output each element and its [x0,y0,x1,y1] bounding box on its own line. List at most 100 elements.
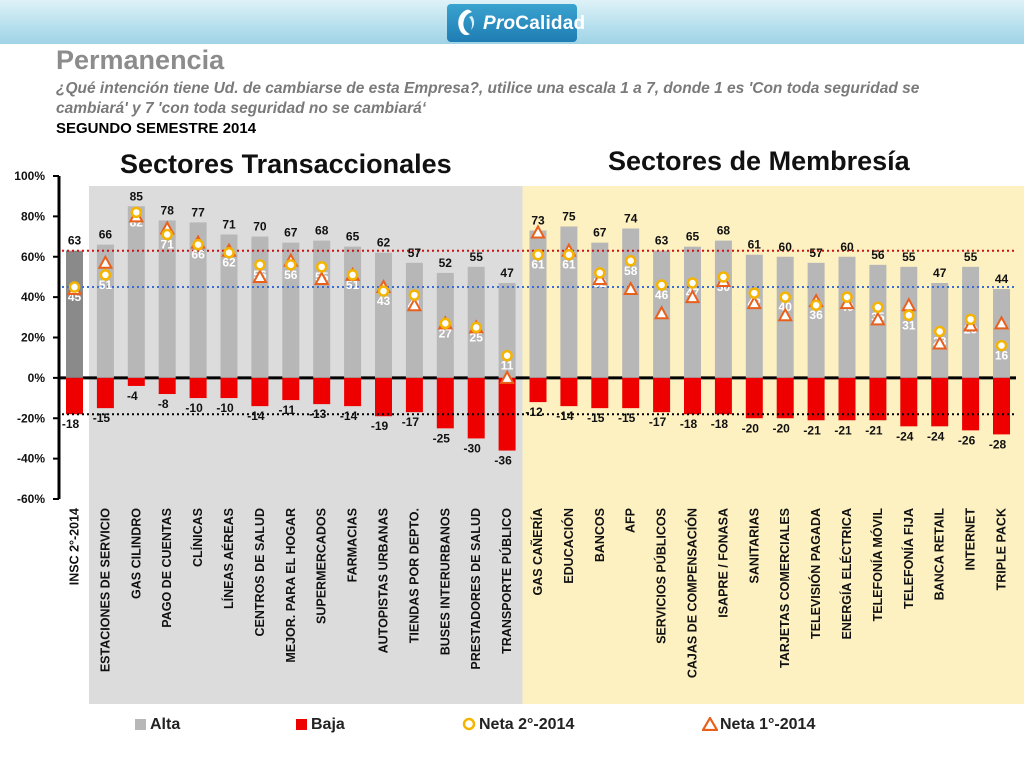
neta2-marker [655,279,668,291]
neta2-marker [624,255,637,267]
baja-bar [622,377,640,409]
neta2-value-label: 58 [624,264,638,278]
category-label: TRANSPORTE PÚBLICO [499,508,514,654]
neta2-marker [130,206,143,219]
neta2-marker [223,246,235,259]
neta2-marker [161,228,173,241]
alta-value-label: 55 [964,250,978,264]
neta2-marker [594,267,606,279]
alta-bar [560,226,578,378]
neta2-marker [99,269,112,281]
neta2-value-label: 25 [470,330,484,344]
y-tick-label: 60% [21,250,45,264]
legend-neta2-marker-icon [462,717,476,731]
alta-bar [251,236,269,378]
alta-value-label: 60 [779,240,793,254]
alta-bar [838,256,856,378]
category-label: ENERGÍA ELÉCTRICA [839,508,854,640]
baja-bar [66,377,83,415]
alta-bar [591,242,609,378]
alta-value-label: 57 [408,246,422,260]
neta2-marker [470,321,482,334]
legend-neta2-label: Neta 2°-2014 [479,716,575,733]
alta-bar [993,289,1010,378]
neta2-marker [717,271,730,283]
baja-bar [560,377,578,407]
neta1-marker [499,369,515,384]
baja-value-label: -19 [371,419,389,433]
baja-bar [900,377,918,427]
logo-text-calidad: Calidad [515,13,586,34]
baja-bar [282,377,300,401]
legend-baja: Baja [296,716,345,734]
neta1-marker [777,307,793,322]
baja-bar [776,377,794,419]
alta-value-label: 66 [99,228,113,242]
neta2-marker [285,259,297,271]
baja-bar [962,377,980,431]
section-bg-transaccionales [88,186,524,704]
neta2-marker [841,291,853,303]
baja-bar [591,377,609,409]
baja-value-label: -18 [680,417,698,431]
category-label: BANCA RETAIL [933,508,947,601]
neta2-value-label: 31 [902,318,916,332]
neta2-marker [377,285,390,297]
alta-value-label: 47 [500,266,514,280]
neta2-marker [903,309,915,322]
baja-bar [405,377,423,413]
y-tick-label: -40% [17,452,45,466]
baja-value-label: -11 [278,403,295,417]
category-label: EDUCACIÓN [561,508,576,584]
baja-bar [467,377,485,439]
neta2-marker [68,281,81,293]
neta2-marker [346,269,359,281]
alta-value-label: 77 [191,205,205,219]
baja-bar [96,377,114,409]
neta1-marker [684,289,701,304]
category-label: ISAPRE / FONASA [716,508,730,618]
category-label: AFP [624,508,638,533]
category-label: BUSES INTERURBANOS [438,508,452,655]
baja-value-label: -21 [834,423,852,437]
neta2-marker [872,301,884,313]
baja-value-label: -26 [958,433,976,447]
neta2-marker [532,248,544,261]
category-label: PRESTADORES DE SALUD [469,508,483,670]
legend-neta1: Neta 1°-2014 [701,715,816,734]
baja-bar [313,377,331,405]
neta2-value-label: 43 [377,294,391,308]
alta-value-label: 55 [470,250,484,264]
legend-neta1-label: Neta 1°-2014 [720,716,816,733]
neta2-value-label: 61 [531,258,545,272]
baja-bar [529,377,547,403]
logo-text-pro: Pro [483,13,516,34]
baja-bar [344,377,362,407]
baja-value-label: -24 [896,429,914,443]
alta-value-label: 67 [284,226,298,240]
neta2-value-label: 16 [995,349,1009,363]
y-tick-label: -60% [17,492,45,506]
alta-value-label: 68 [315,224,329,238]
neta1-marker [530,224,546,239]
alta-bar [807,262,825,378]
alta-bar [344,246,362,378]
neta2-value-label: 71 [161,238,175,252]
baja-bar [375,377,392,417]
alta-value-label: 75 [562,209,576,223]
alta-bar [66,250,83,378]
category-label: GAS CAÑERÍA [530,508,545,596]
baja-bar [220,377,238,399]
category-label: TARJETAS COMERCIALES [778,508,792,668]
alta-value-label: 65 [346,230,360,244]
category-label: CENTROS DE SALUD [253,508,267,636]
baja-value-label: -14 [340,409,358,423]
baja-bar [993,377,1010,435]
neta2-value-label: 40 [779,300,793,314]
baja-bar [653,377,671,413]
alta-bar [313,240,331,378]
baja-value-label: -20 [742,421,760,435]
category-label: TRIPLE PACK [995,508,1009,590]
alta-value-label: 85 [130,189,144,203]
